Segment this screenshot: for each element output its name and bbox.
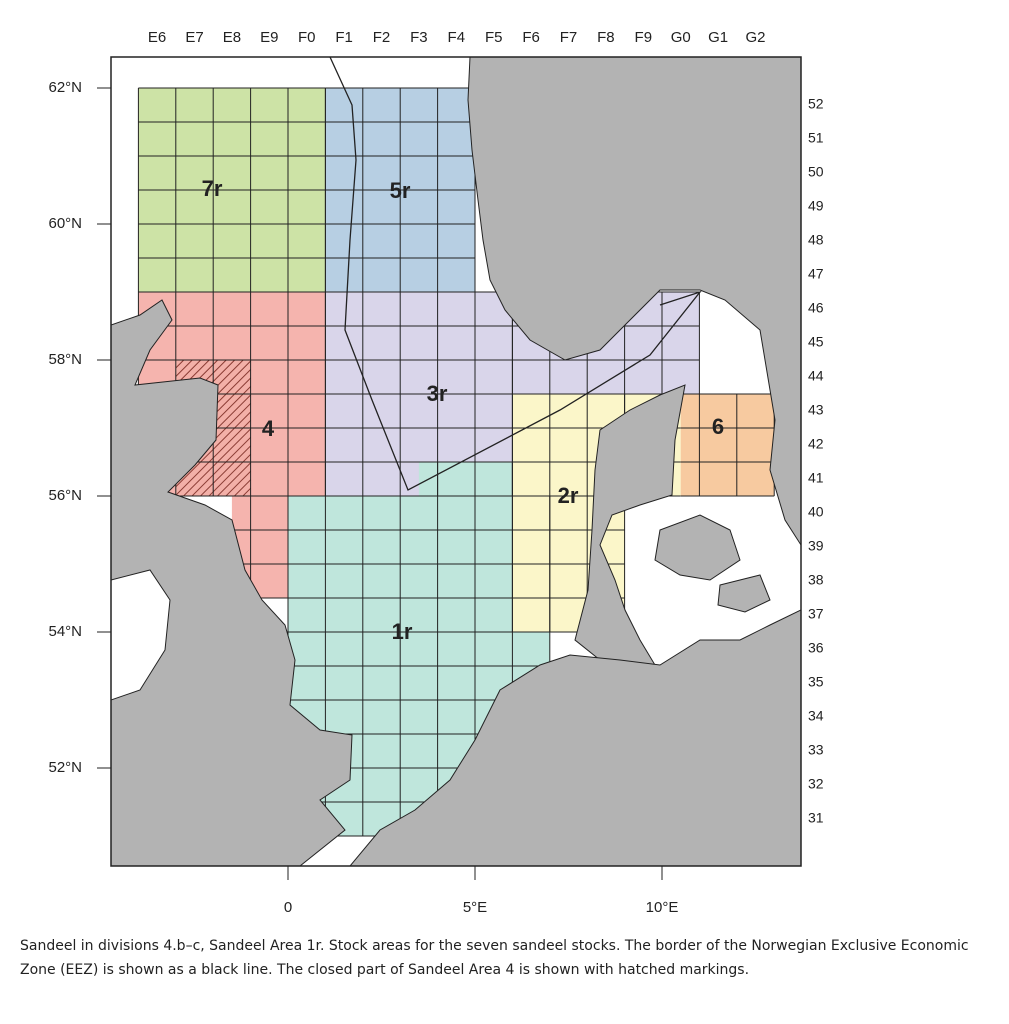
- latitude-label: 56°N: [48, 487, 82, 504]
- row-label: 42: [808, 436, 824, 452]
- row-label: 46: [808, 300, 824, 316]
- longitude-label: 5°E: [463, 899, 487, 916]
- area-label: 2r: [558, 483, 579, 508]
- land: [111, 57, 801, 866]
- column-label: F2: [373, 29, 391, 46]
- area-label: 5r: [390, 178, 411, 203]
- column-label: E9: [260, 29, 278, 46]
- latitude-label: 58°N: [48, 351, 82, 368]
- column-label: F4: [448, 29, 466, 46]
- longitude-label: 0: [284, 899, 292, 916]
- row-label: 49: [808, 198, 824, 214]
- continent: [349, 609, 801, 866]
- column-label: G1: [708, 29, 728, 46]
- column-label: E8: [223, 29, 241, 46]
- row-label: 51: [808, 130, 824, 146]
- row-label: 39: [808, 538, 824, 554]
- column-label: F0: [298, 29, 316, 46]
- latitude-label: 60°N: [48, 215, 82, 232]
- row-label: 37: [808, 606, 824, 622]
- row-label: 50: [808, 164, 824, 180]
- column-label: E6: [148, 29, 166, 46]
- area-label: 3r: [427, 381, 448, 406]
- row-label: 34: [808, 708, 824, 724]
- labels: E6 E7 E8 E9 F0 F1 F2 F3 F4 F5 F6 F7 F8 F9 G0 G1 G2 52 51 50…: [48, 29, 823, 916]
- great-britain: [111, 299, 353, 866]
- row-label: 38: [808, 572, 824, 588]
- column-label: G0: [671, 29, 691, 46]
- row-label: 35: [808, 674, 824, 690]
- row-label: 45: [808, 334, 824, 350]
- column-label: F6: [522, 29, 540, 46]
- latitude-label: 62°N: [48, 79, 82, 96]
- map: E6 E7 E8 E9 F0 F1 F2 F3 F4 F5 F6 F7 F8 F9 G0 G1 G2 52 51 50…: [48, 29, 823, 916]
- column-label: F9: [635, 29, 653, 46]
- caption: Sandeel in divisions 4.b–c, Sandeel Area…: [20, 938, 969, 978]
- latitude-label: 54°N: [48, 623, 82, 640]
- column-label: F1: [335, 29, 353, 46]
- eez-border: [329, 56, 702, 491]
- row-label: 31: [808, 810, 824, 826]
- area-label: 4: [262, 416, 275, 441]
- column-label: E7: [185, 29, 203, 46]
- column-label: F8: [597, 29, 615, 46]
- latitude-label: 52°N: [48, 759, 82, 776]
- row-label: 41: [808, 470, 824, 486]
- area-label: 1r: [392, 619, 413, 644]
- row-label: 44: [808, 368, 824, 384]
- baltic-islands: [654, 514, 771, 613]
- row-label: 36: [808, 640, 824, 656]
- column-label: F7: [560, 29, 578, 46]
- row-label: 48: [808, 232, 824, 248]
- column-label: F5: [485, 29, 503, 46]
- row-label: 52: [808, 96, 824, 112]
- row-label: 33: [808, 742, 824, 758]
- ireland: [111, 569, 171, 701]
- area-label: 6: [712, 414, 724, 439]
- row-label: 32: [808, 776, 824, 792]
- row-label: 43: [808, 402, 824, 418]
- row-label: 40: [808, 504, 824, 520]
- column-label: F3: [410, 29, 428, 46]
- stock-area: [418, 462, 513, 496]
- area-label: 7r: [202, 176, 223, 201]
- map-frame: [110, 56, 802, 867]
- row-label: 47: [808, 266, 824, 282]
- stock-area: [680, 394, 775, 496]
- column-label: G2: [745, 29, 765, 46]
- longitude-label: 10°E: [646, 899, 679, 916]
- norway-sweden: [467, 57, 801, 546]
- denmark: [574, 384, 686, 666]
